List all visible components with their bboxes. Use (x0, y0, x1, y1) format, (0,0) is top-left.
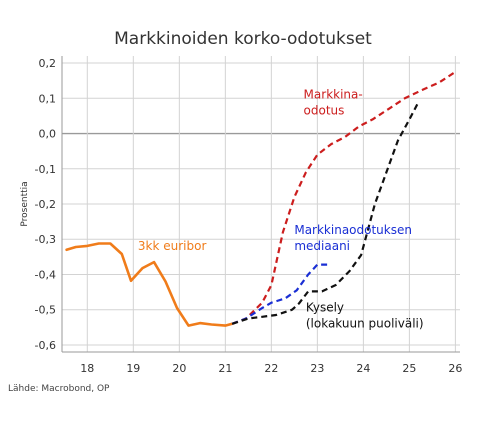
x-tick-label: 22 (264, 362, 278, 375)
series-label: 3kk euribor (138, 239, 207, 253)
x-tick-label: 24 (356, 362, 370, 375)
y-tick-label: 0,0 (39, 128, 57, 141)
y-tick-label: -0,1 (35, 163, 56, 176)
x-tick-label: 23 (310, 362, 324, 375)
x-tick-label: 25 (402, 362, 416, 375)
series-label: Markkina-odotus (304, 87, 363, 117)
series-annotations: 3kk euribor Markkina-odotus Markkinaodotuk… (138, 87, 424, 330)
x-tick-label: 26 (448, 362, 462, 375)
y-tick-label: -0,4 (35, 268, 56, 281)
series-line (65, 242, 234, 327)
x-tick-label: 21 (218, 362, 232, 375)
chart-title: Markkinoiden korko-odotukset (114, 29, 372, 49)
x-tick-label: 18 (80, 362, 94, 375)
source-note: Lähde: Macrobond, OP (8, 384, 110, 394)
axes (61, 56, 460, 353)
series-label: Markkinaodotuksen mediaani (294, 223, 412, 253)
series-line (231, 101, 420, 325)
series-lines (65, 70, 457, 327)
x-tick-label: 20 (172, 362, 186, 375)
y-tick-label: -0,3 (35, 233, 56, 246)
series-line (231, 263, 329, 325)
series-label: Kysely (lokakuun puoliväli) (306, 300, 424, 330)
y-tick-label: 0,1 (39, 92, 57, 105)
y-tick-label: -0,2 (35, 198, 56, 211)
x-tick-label: 19 (126, 362, 140, 375)
y-tick-label: -0,6 (35, 339, 56, 352)
y-tick-label: 0,2 (39, 57, 57, 70)
series-line (231, 70, 457, 325)
y-tick-label: -0,5 (35, 304, 56, 317)
y-axis-label: Prosenttia (20, 181, 30, 226)
tick-labels: 0,2 0,1 0,0 -0,1 -0,2 -0,3 -0,4 -0,5 -0,6 18 19 20 2… (35, 57, 463, 375)
